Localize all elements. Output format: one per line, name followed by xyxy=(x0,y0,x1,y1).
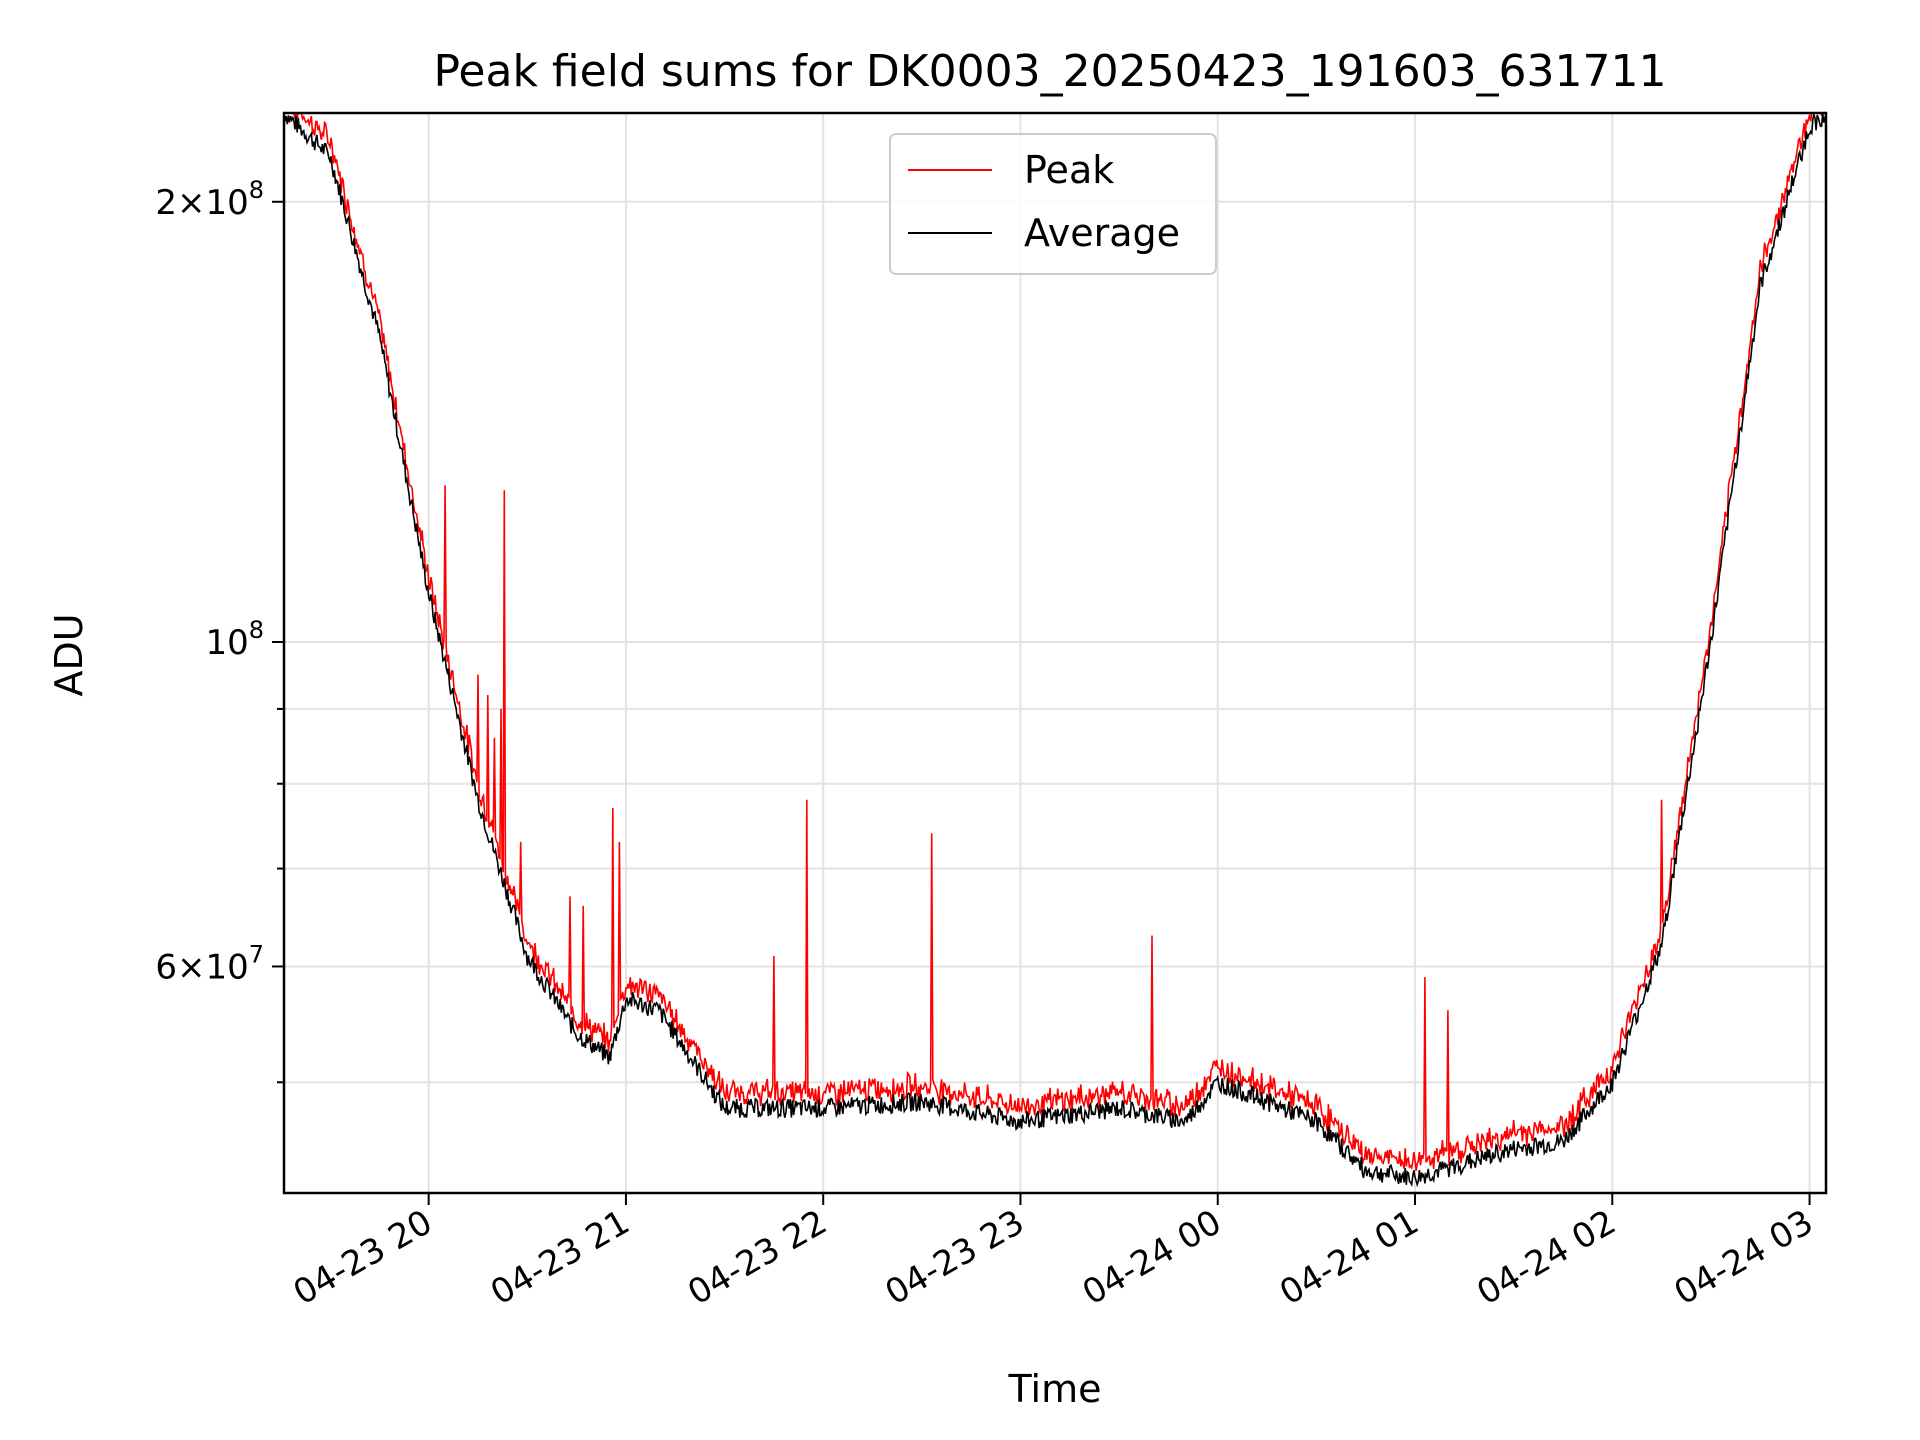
y-tick-label: 6×107 xyxy=(155,940,264,987)
legend-label-average: Average xyxy=(1024,211,1180,255)
series-line-average xyxy=(283,111,1827,1188)
legend-label-peak: Peak xyxy=(1024,148,1114,192)
y-axis-label: ADU xyxy=(47,613,91,696)
y-tick-label: 108 xyxy=(205,616,264,663)
grid xyxy=(284,113,1826,1193)
y-tick-label: 2×108 xyxy=(155,176,264,223)
y-axis: 2×108 108 6×107 xyxy=(155,176,284,1084)
series-layer xyxy=(283,111,1827,1188)
x-axis-label: Time xyxy=(1008,1367,1102,1411)
legend: Peak Average xyxy=(889,133,1217,275)
chart-title: Peak field sums for DK0003_20250423_1916… xyxy=(433,46,1666,97)
plot-frame xyxy=(282,111,1828,1195)
series-line-peak xyxy=(284,112,1826,1171)
